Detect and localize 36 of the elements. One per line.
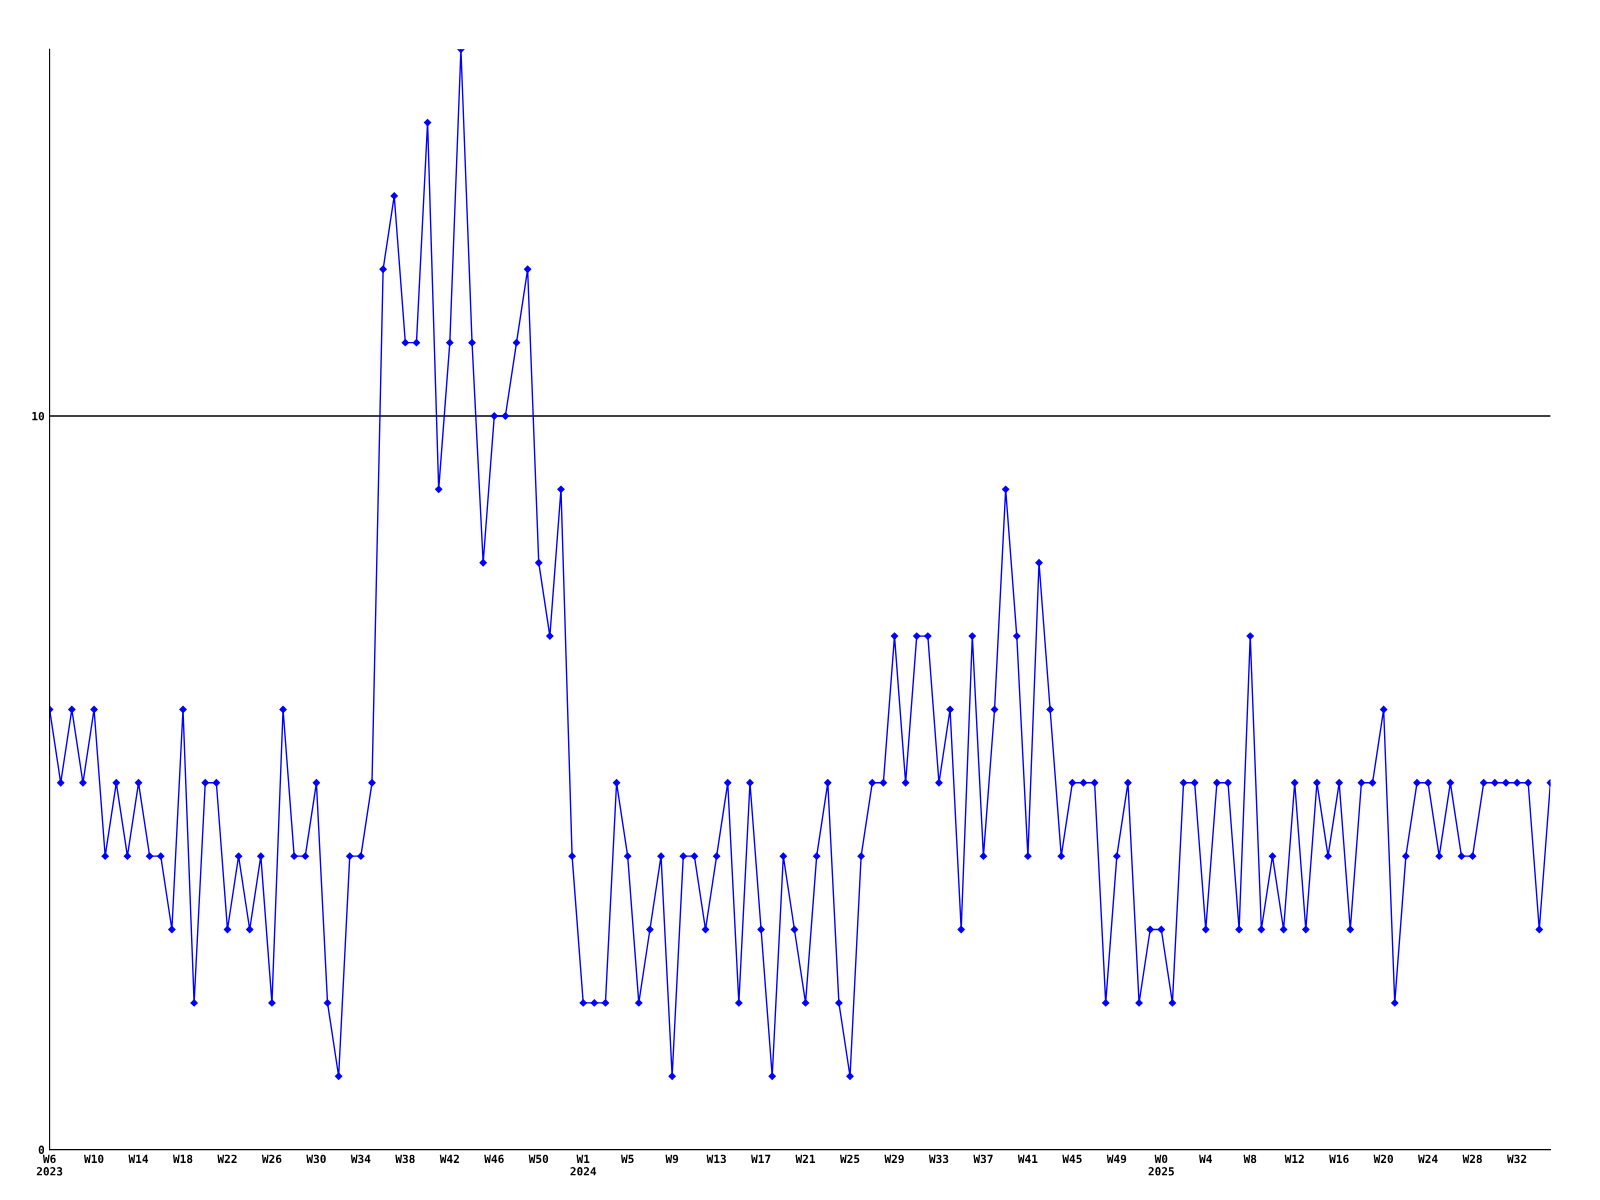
x-tick-label: W20 bbox=[1373, 1154, 1394, 1164]
x-tick-label: W14 bbox=[128, 1154, 149, 1163]
x-tick-label: W28 bbox=[1462, 1154, 1482, 1164]
x-tick-label: W32 bbox=[1507, 1154, 1527, 1164]
x-tick-label: W34 bbox=[350, 1154, 371, 1164]
x-tick-label: W26 bbox=[261, 1154, 282, 1164]
x-tick-label: W5 bbox=[621, 1154, 634, 1164]
x-tick-label: W17 bbox=[751, 1154, 771, 1163]
x-tick-label: W41 bbox=[1017, 1154, 1038, 1163]
x-tick-label: W6 2023 bbox=[36, 1154, 63, 1176]
x-tick-label: W33 bbox=[928, 1154, 949, 1164]
y-tick-label: 0 bbox=[38, 1145, 45, 1154]
x-tick-label: W16 bbox=[1329, 1154, 1349, 1164]
x-tick-label: W30 bbox=[306, 1154, 326, 1164]
x-tick-label: W8 bbox=[1243, 1154, 1257, 1164]
x-tick-label: W13 bbox=[706, 1154, 726, 1164]
x-tick-label: W50 bbox=[528, 1154, 549, 1164]
x-tick-label: W24 bbox=[1418, 1154, 1438, 1163]
y-tick-label: 10 bbox=[32, 411, 45, 421]
x-tick-label: W4 bbox=[1199, 1154, 1212, 1163]
x-tick-label: W29 bbox=[884, 1154, 904, 1164]
x-tick-label: W0 2025 bbox=[1148, 1154, 1174, 1176]
x-tick-label: W10 bbox=[84, 1154, 104, 1164]
x-tick-label: W1 2024 bbox=[570, 1154, 597, 1176]
x-tick-label: W22 bbox=[217, 1154, 237, 1163]
x-tick-label: W45 bbox=[1062, 1154, 1082, 1164]
x-tick-label: W25 bbox=[839, 1154, 860, 1164]
x-tick-label: W38 bbox=[395, 1154, 415, 1164]
x-tick-label: W21 bbox=[795, 1154, 816, 1163]
x-tick-label: W49 bbox=[1106, 1154, 1127, 1164]
x-tick-label: W18 bbox=[172, 1154, 193, 1164]
x-tick-label: W46 bbox=[484, 1154, 504, 1164]
x-tick-label: W42 bbox=[439, 1154, 459, 1163]
x-tick-label: W37 bbox=[973, 1154, 993, 1164]
x-tick-label: W12 bbox=[1284, 1154, 1304, 1163]
x-tick-label: W9 bbox=[665, 1154, 679, 1164]
